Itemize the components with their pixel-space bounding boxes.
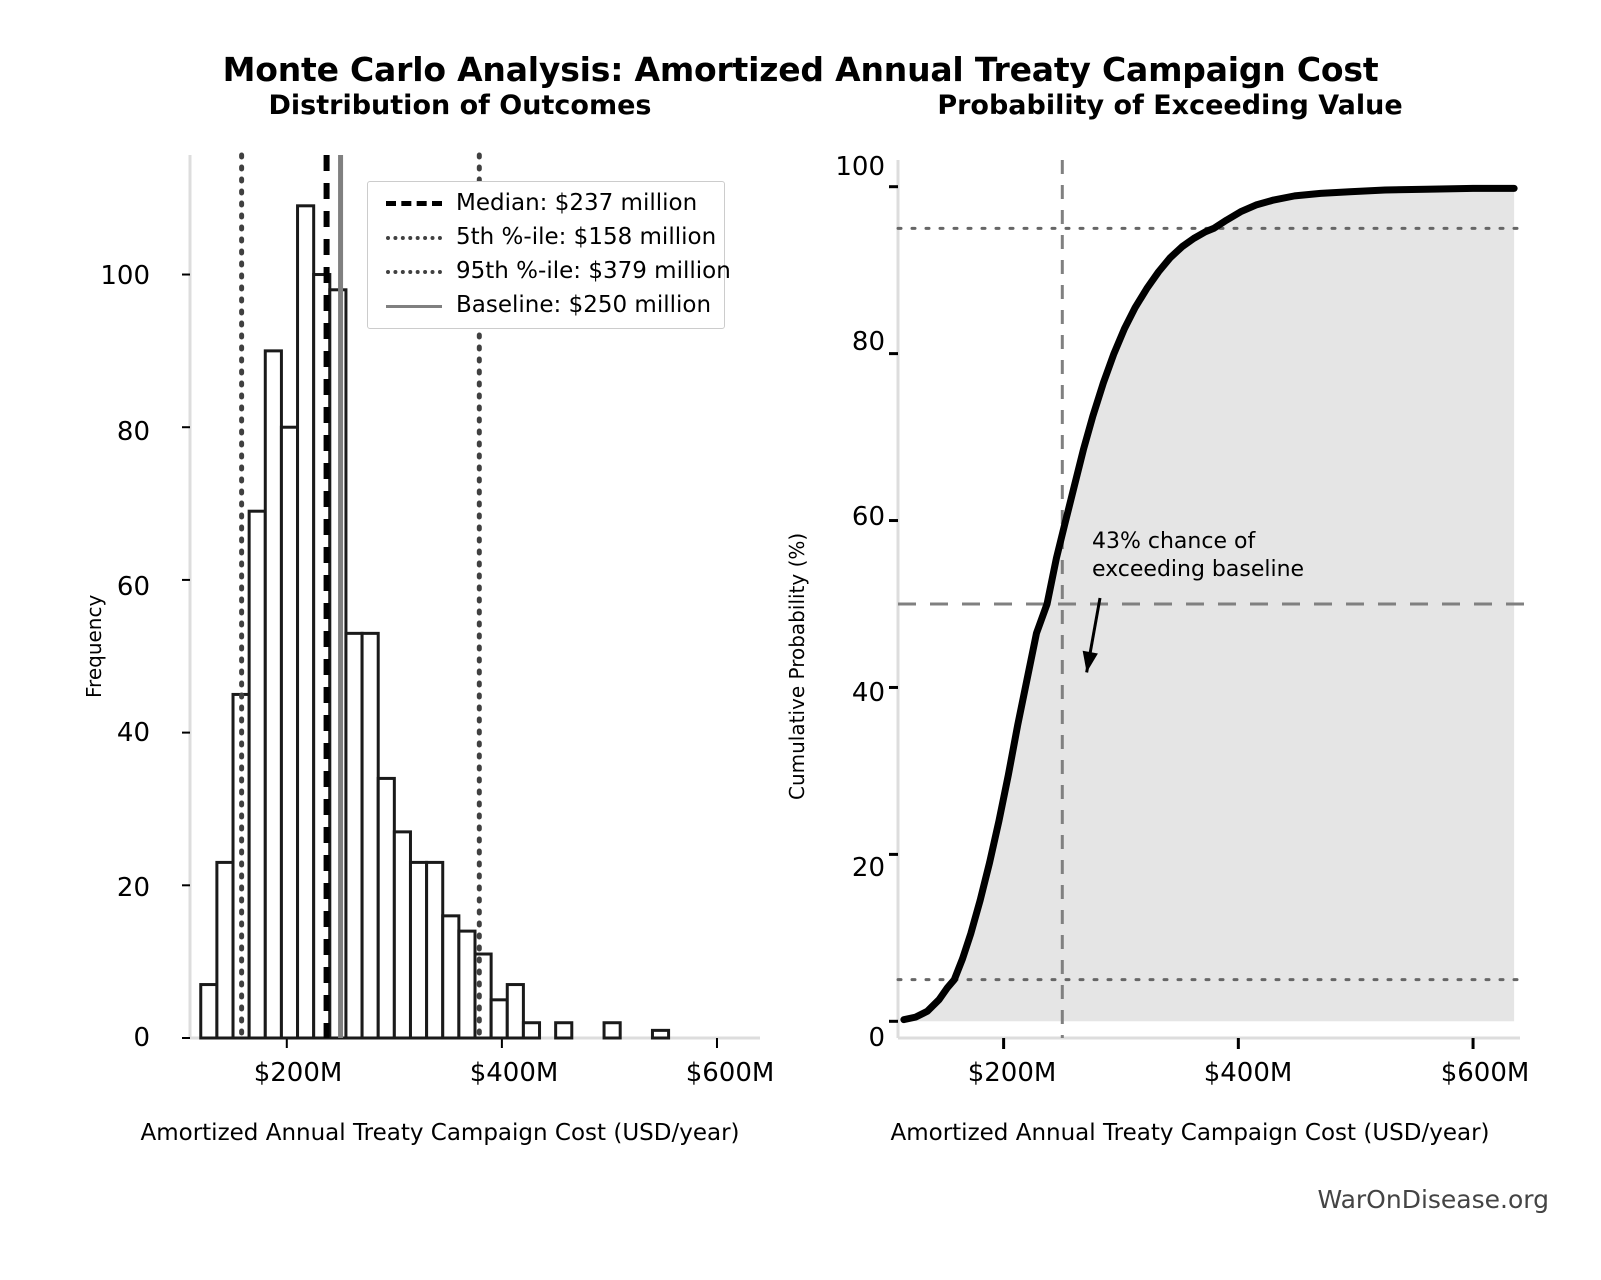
legend-label-p95: 95th %-ile: $379 million xyxy=(456,258,731,284)
legend-label-baseline: Baseline: $250 million xyxy=(456,292,712,318)
left-xtick-600m: $600M xyxy=(685,1058,775,1088)
legend-label-p05: 5th %-ile: $158 million xyxy=(456,224,717,250)
legend-swatch-p05 xyxy=(386,236,442,244)
left-ytick-40: 40 xyxy=(116,718,150,748)
legend-label-median: Median: $237 million xyxy=(456,190,698,216)
right-xlabel: Amortized Annual Treaty Campaign Cost (U… xyxy=(890,1120,1490,1146)
legend-row-baseline: Baseline: $250 million xyxy=(378,290,722,322)
left-ytick-0: 0 xyxy=(133,1023,150,1053)
legend-row-p05: 5th %-ile: $158 million xyxy=(378,222,722,254)
legend-swatch-median xyxy=(386,201,442,210)
legend-swatch-baseline xyxy=(386,305,442,308)
left-ytick-100: 100 xyxy=(100,261,150,291)
right-ytick-20: 20 xyxy=(851,853,885,883)
right-panel-title: Probability of Exceeding Value xyxy=(937,90,1403,121)
right-ytick-80: 80 xyxy=(851,327,885,357)
right-ylabel: Cumulative Probability (%) xyxy=(785,532,809,800)
cdf-annotation: 43% chance of exceeding baseline xyxy=(1092,529,1305,582)
left-ytick-80: 80 xyxy=(116,417,150,447)
right-xtick-400m: $400M xyxy=(1203,1058,1293,1088)
right-ytick-100: 100 xyxy=(835,152,885,182)
left-ytick-20: 20 xyxy=(116,873,150,903)
histogram-legend: Median: $237 million 5th %-ile: $158 mil… xyxy=(367,181,731,329)
legend-row-median: Median: $237 million xyxy=(378,188,722,220)
figure-suptitle: Monte Carlo Analysis: Amortized Annual T… xyxy=(222,50,1379,89)
footer-credit: WarOnDisease.org xyxy=(1317,1185,1549,1214)
right-ytick-60: 60 xyxy=(851,502,885,532)
legend-row-p95: 95th %-ile: $379 million xyxy=(378,256,731,288)
left-xtick-400m: $400M xyxy=(469,1058,559,1088)
right-xtick-200m: $200M xyxy=(967,1058,1057,1088)
right-xtick-600m: $600M xyxy=(1440,1058,1530,1088)
legend-swatch-p95 xyxy=(386,270,442,278)
left-xtick-200m: $200M xyxy=(253,1058,343,1088)
left-xlabel: Amortized Annual Treaty Campaign Cost (U… xyxy=(140,1120,740,1146)
right-ytick-40: 40 xyxy=(851,678,885,708)
left-panel-title: Distribution of Outcomes xyxy=(268,90,652,121)
left-ytick-60: 60 xyxy=(116,572,150,602)
right-ytick-0: 0 xyxy=(868,1023,885,1053)
